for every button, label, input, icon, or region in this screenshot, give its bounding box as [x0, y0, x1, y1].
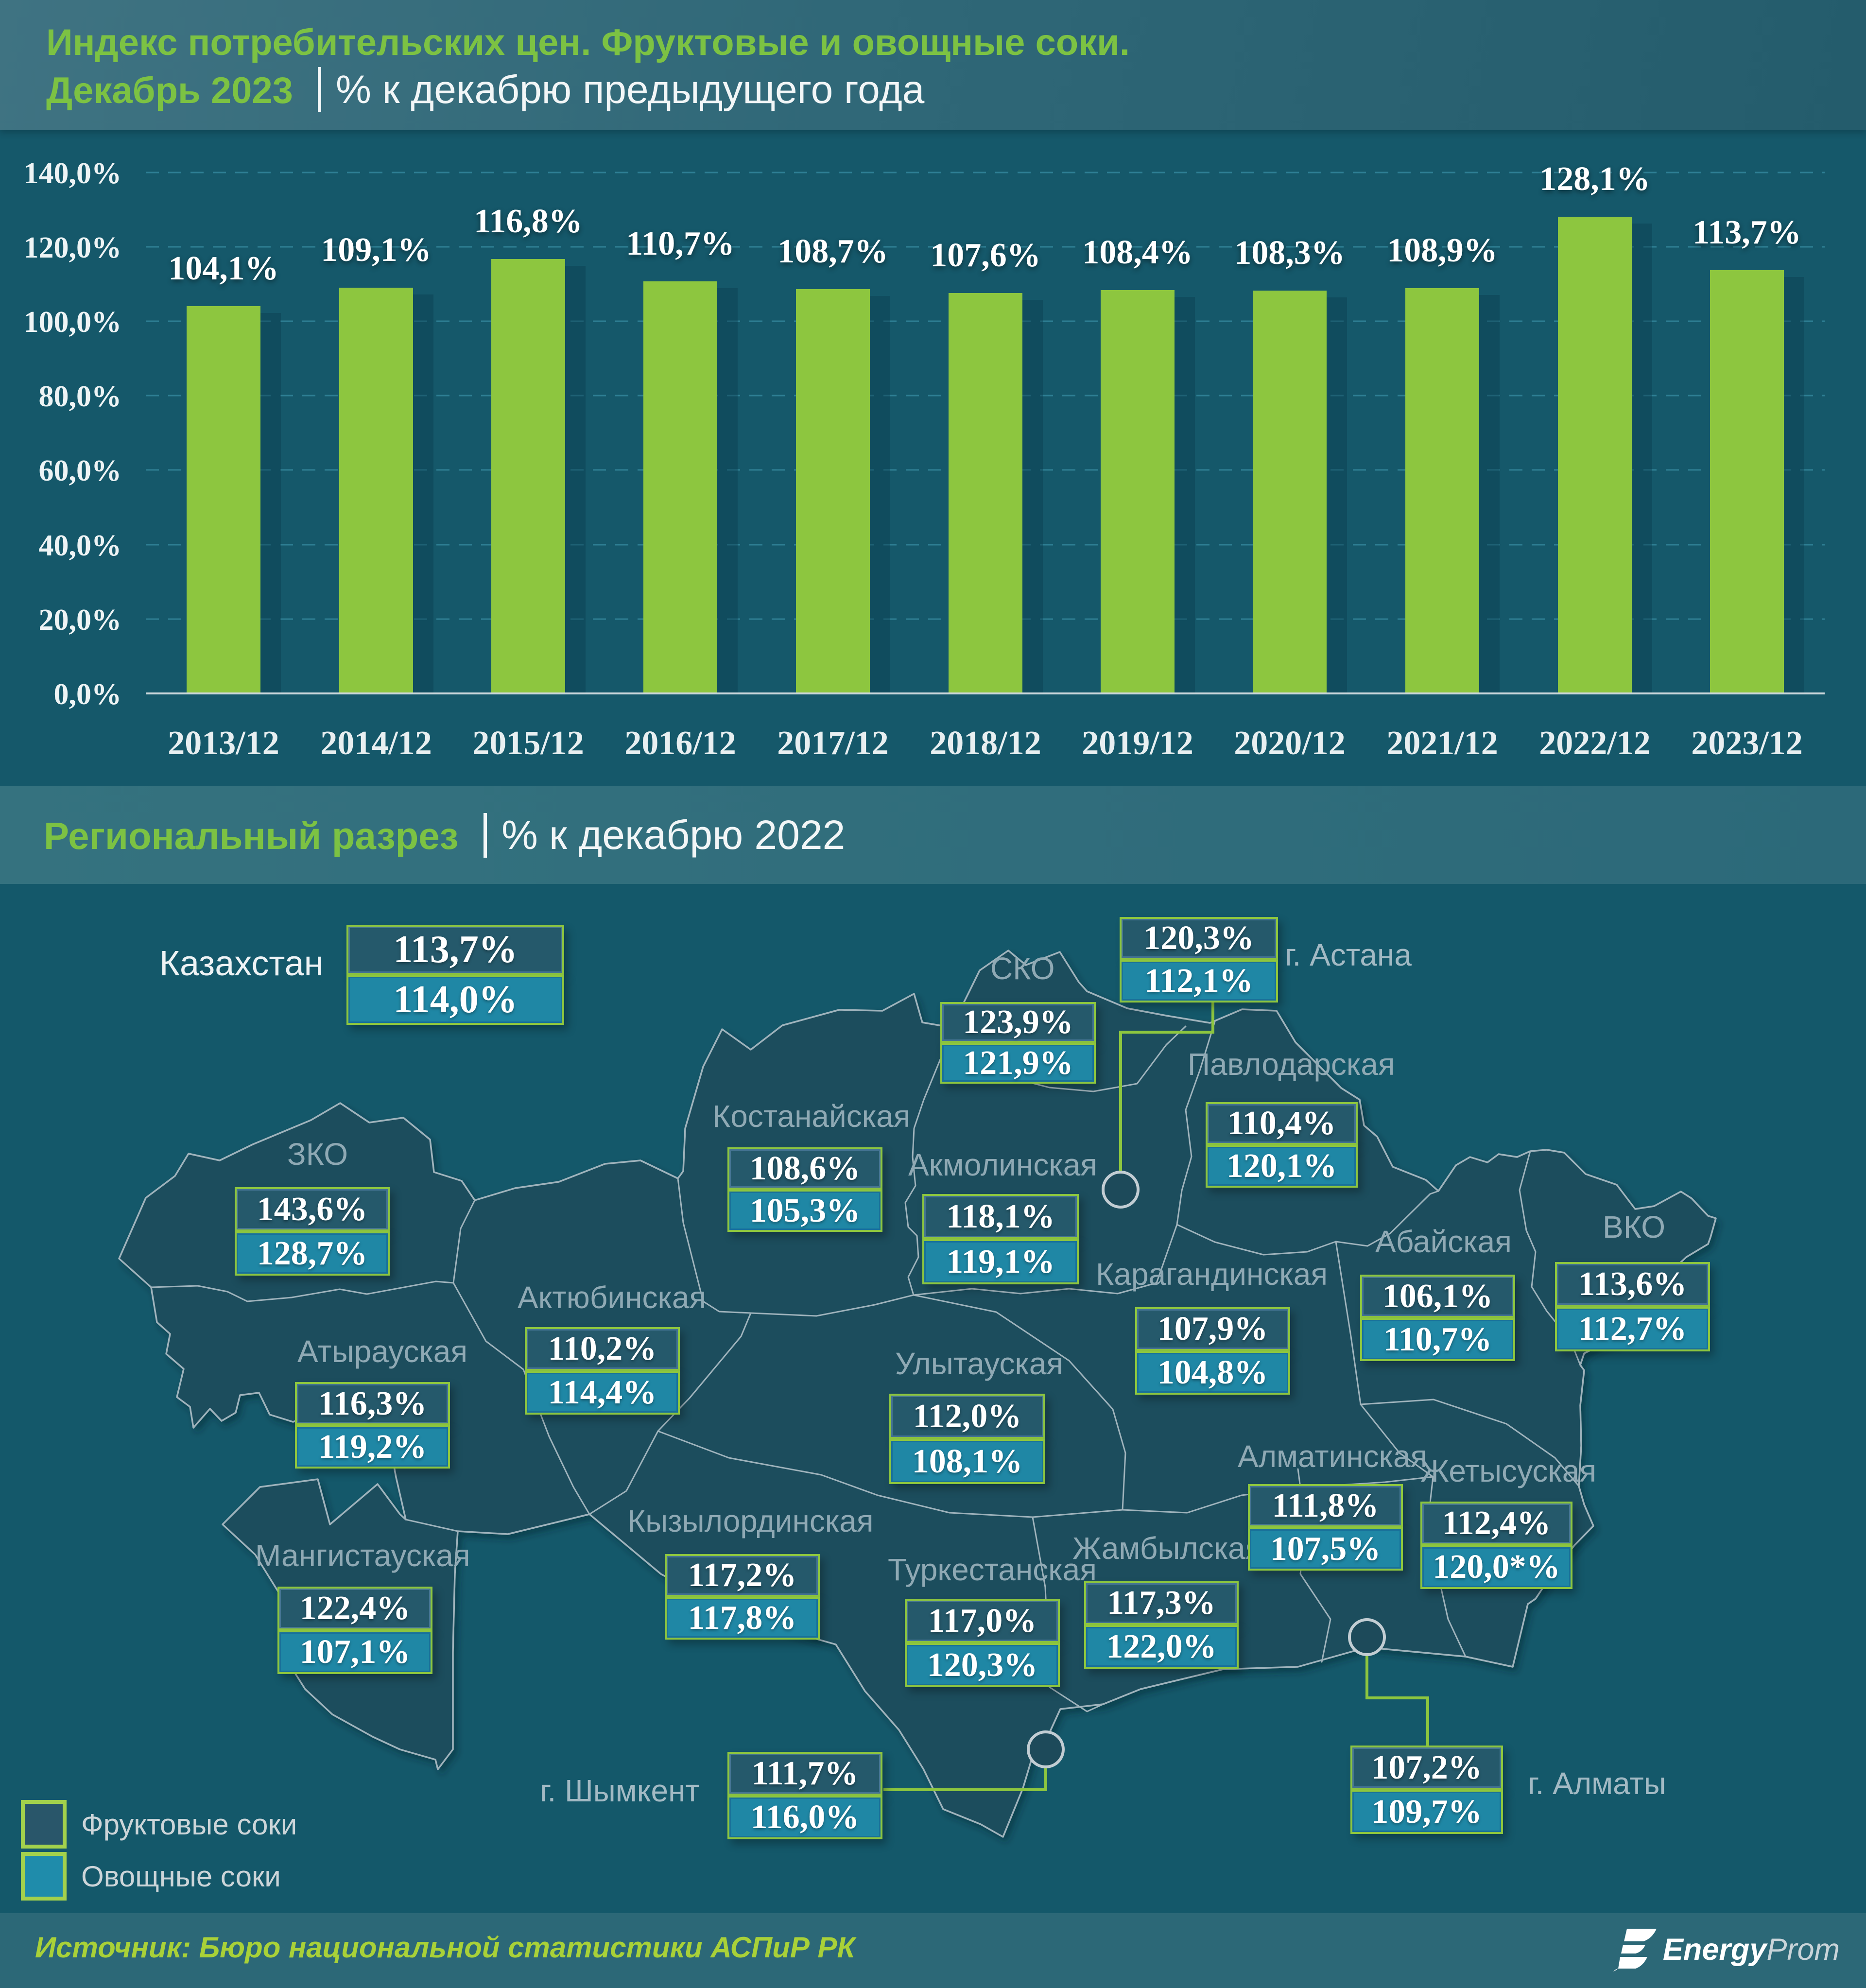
svg-text:110,7%: 110,7% — [626, 225, 735, 262]
svg-text:116,8%: 116,8% — [474, 203, 583, 240]
svg-text:2021/12: 2021/12 — [1386, 725, 1498, 762]
svg-text:2018/12: 2018/12 — [930, 725, 1041, 762]
svg-text:108,3%: 108,3% — [1234, 234, 1345, 272]
svg-text:104,1%: 104,1% — [168, 250, 279, 287]
svg-text:2017/12: 2017/12 — [777, 725, 888, 762]
svg-text:108,7%: 108,7% — [778, 233, 888, 270]
svg-text:107,6%: 107,6% — [930, 237, 1041, 274]
svg-text:2022/12: 2022/12 — [1539, 725, 1650, 762]
svg-text:140,0%: 140,0% — [24, 157, 122, 190]
svg-text:120,0%: 120,0% — [24, 231, 122, 264]
svg-text:2014/12: 2014/12 — [320, 725, 432, 762]
svg-text:2019/12: 2019/12 — [1082, 725, 1193, 762]
svg-text:80,0%: 80,0% — [39, 380, 122, 413]
svg-text:100,0%: 100,0% — [24, 306, 122, 339]
svg-text:2020/12: 2020/12 — [1234, 725, 1345, 762]
svg-text:108,9%: 108,9% — [1387, 232, 1498, 269]
svg-text:109,1%: 109,1% — [321, 231, 432, 269]
svg-text:40,0%: 40,0% — [39, 529, 122, 562]
svg-text:0,0%: 0,0% — [54, 678, 122, 711]
svg-text:2023/12: 2023/12 — [1691, 725, 1802, 762]
svg-text:20,0%: 20,0% — [39, 604, 122, 637]
svg-text:60,0%: 60,0% — [39, 454, 122, 487]
svg-text:108,4%: 108,4% — [1082, 234, 1193, 271]
svg-text:2016/12: 2016/12 — [624, 725, 736, 762]
svg-text:2013/12: 2013/12 — [168, 725, 279, 762]
svg-text:113,7%: 113,7% — [1693, 214, 1801, 251]
svg-text:128,1%: 128,1% — [1539, 160, 1650, 198]
svg-text:2015/12: 2015/12 — [472, 725, 584, 762]
